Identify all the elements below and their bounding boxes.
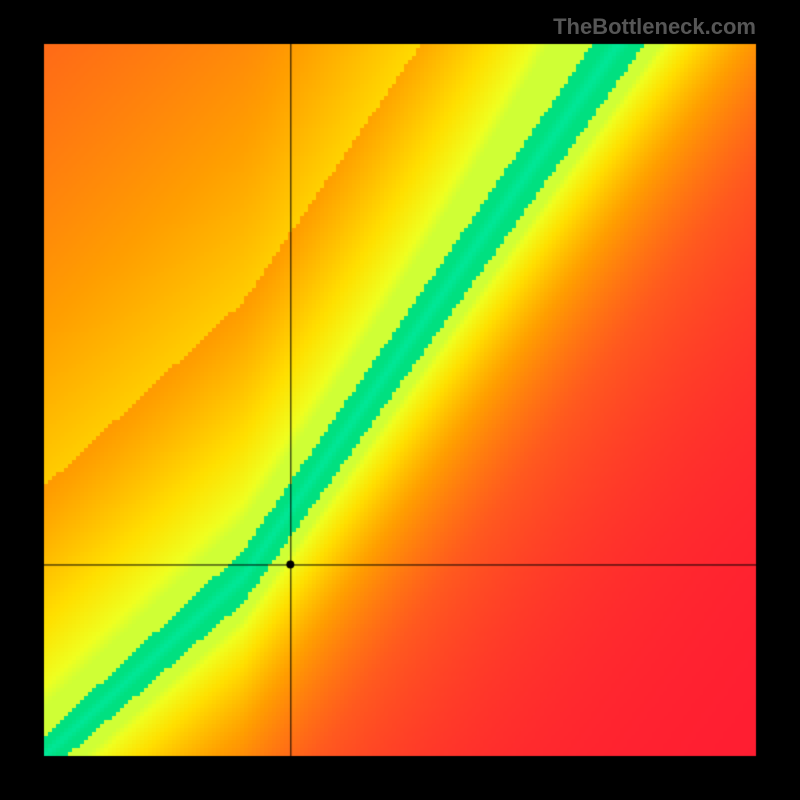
bottleneck-heatmap [0, 0, 800, 800]
watermark-text: TheBottleneck.com [553, 14, 756, 40]
